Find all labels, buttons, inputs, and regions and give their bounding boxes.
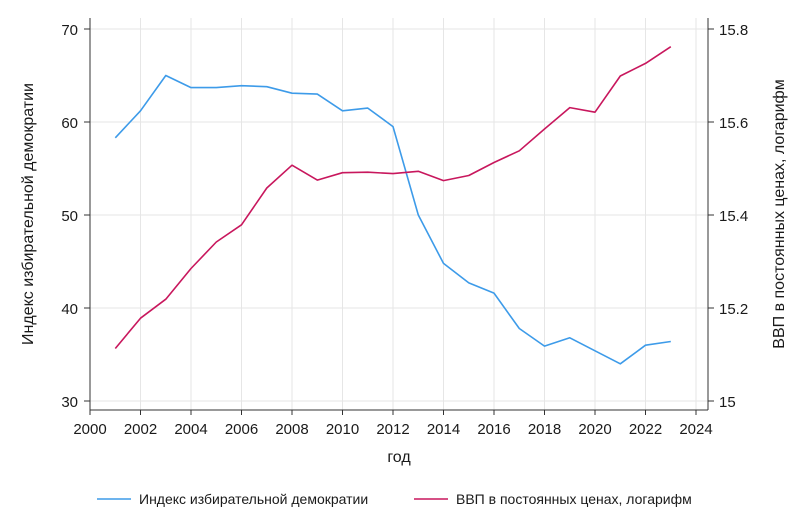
series-lines bbox=[114, 46, 672, 365]
x-tick-label: 2000 bbox=[73, 421, 106, 438]
x-tick-label: 2010 bbox=[326, 421, 359, 438]
x-tick-label: 2004 bbox=[174, 421, 207, 438]
x-axis-title: год bbox=[387, 449, 411, 466]
right-y-tick-label: 15.6 bbox=[719, 115, 748, 132]
axes bbox=[89, 18, 709, 411]
right-y-tick-label: 15 bbox=[719, 394, 736, 411]
x-tick-label: 2012 bbox=[376, 421, 409, 438]
legend-label-democracy: Индекс избирательной демократии bbox=[139, 491, 368, 507]
left-y-tick-label: 30 bbox=[61, 394, 78, 411]
left-y-tick-label: 70 bbox=[61, 22, 78, 39]
right-y-tick-label: 15.8 bbox=[719, 22, 748, 39]
left-y-axis-ticks: 30 40 50 60 70 bbox=[61, 22, 90, 411]
x-tick-label: 2014 bbox=[427, 421, 460, 438]
x-tick-label: 2022 bbox=[629, 421, 662, 438]
gridlines bbox=[89, 18, 708, 410]
right-y-tick-label: 15.4 bbox=[719, 208, 748, 225]
legend: Индекс избирательной демократии ВВП в по… bbox=[97, 491, 692, 507]
left-y-axis-title: Индекс избирательной демократии bbox=[20, 83, 37, 345]
x-tick-label: 2006 bbox=[225, 421, 258, 438]
x-tick-label: 2016 bbox=[477, 421, 510, 438]
x-tick-label: 2018 bbox=[528, 421, 561, 438]
x-tick-label: 2002 bbox=[124, 421, 157, 438]
legend-label-gdp: ВВП в постоянных ценах, логарифм bbox=[456, 491, 692, 507]
right-y-axis-ticks: 15 15.2 15.4 15.6 15.8 bbox=[708, 22, 748, 411]
right-y-tick-label: 15.2 bbox=[719, 301, 748, 318]
x-tick-label: 2024 bbox=[679, 421, 712, 438]
gdp-log-line bbox=[114, 46, 672, 350]
x-axis-ticks: 2000 2002 2004 2006 2008 2010 2012 2014 2016 2018… bbox=[73, 410, 713, 438]
left-y-tick-label: 60 bbox=[61, 115, 78, 132]
right-y-axis-title: ВВП в постоянных ценах, логарифм bbox=[771, 79, 788, 348]
x-tick-label: 2020 bbox=[578, 421, 611, 438]
democracy-index-line bbox=[114, 74, 671, 365]
left-y-tick-label: 50 bbox=[61, 208, 78, 225]
x-tick-label: 2008 bbox=[275, 421, 308, 438]
left-y-tick-label: 40 bbox=[61, 301, 78, 318]
